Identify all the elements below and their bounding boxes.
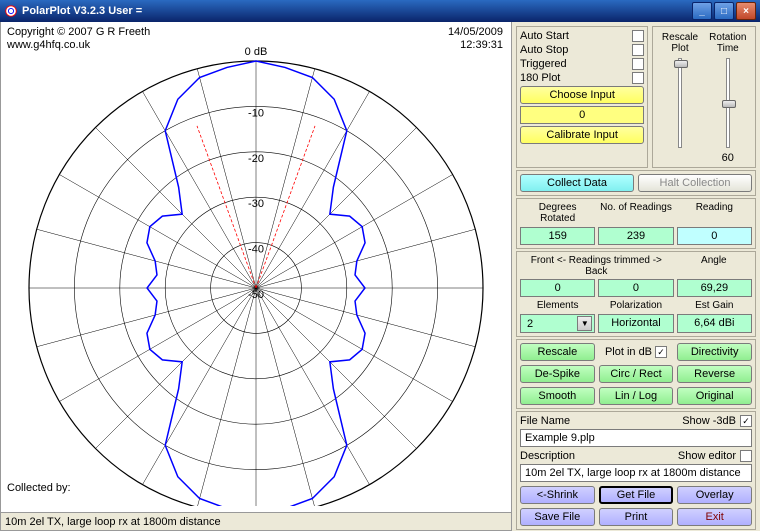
lin-log-button[interactable]: Lin / Log xyxy=(599,387,674,405)
save-file-button[interactable]: Save File xyxy=(520,508,595,526)
auto-stop-label: Auto Stop xyxy=(520,44,568,56)
app-icon xyxy=(4,4,18,18)
maximize-button[interactable]: □ xyxy=(714,2,734,20)
reverse-button[interactable]: Reverse xyxy=(677,365,752,383)
show-3db-checkbox[interactable]: ✓ xyxy=(740,415,752,427)
window-title: PolarPlot V3.2.3 User = xyxy=(22,5,692,17)
degrees-label: Degrees Rotated xyxy=(520,202,595,224)
overlay-button[interactable]: Overlay xyxy=(677,486,752,504)
rescale-slider[interactable]: Rescale Plot xyxy=(662,32,698,164)
description-label: Description xyxy=(520,450,575,462)
collected-by-label: Collected by: xyxy=(7,482,71,494)
180plot-checkbox[interactable] xyxy=(632,72,644,84)
plot-db-label: Plot in dB xyxy=(605,346,652,358)
minimize-button[interactable]: _ xyxy=(692,2,712,20)
control-panel: Auto Start Auto Stop Triggered 180 Plot … xyxy=(512,22,760,531)
print-button[interactable]: Print xyxy=(599,508,674,526)
smooth-button[interactable]: Smooth xyxy=(520,387,595,405)
polar-plot: -10-20-30-40-500 dB xyxy=(9,26,505,506)
back-trim-value: 0 xyxy=(598,279,673,297)
title-bar: PolarPlot V3.2.3 User = _ □ × xyxy=(0,0,760,22)
description-input[interactable] xyxy=(520,464,752,482)
triggered-label: Triggered xyxy=(520,58,567,70)
plot-area: Copyright © 2007 G R Freeth www.g4hfq.co… xyxy=(0,22,512,531)
180plot-label: 180 Plot xyxy=(520,72,560,84)
trim-label: Front <- Readings trimmed -> Back xyxy=(520,255,673,277)
reading-label: Reading xyxy=(677,202,752,224)
filename-input[interactable] xyxy=(520,429,752,447)
gain-label: Est Gain xyxy=(677,300,752,311)
directivity-button[interactable]: Directivity xyxy=(677,343,752,361)
exit-button[interactable]: Exit xyxy=(677,508,752,526)
calibrate-input-button[interactable]: Calibrate Input xyxy=(520,126,644,144)
elements-label: Elements xyxy=(520,300,595,311)
shrink-button[interactable]: <-Shrink xyxy=(520,486,595,504)
close-button[interactable]: × xyxy=(736,2,756,20)
num-readings-value: 239 xyxy=(598,227,673,245)
svg-text:0 dB: 0 dB xyxy=(245,46,268,58)
collect-data-button[interactable]: Collect Data xyxy=(520,174,634,192)
choose-input-button[interactable]: Choose Input xyxy=(520,86,644,104)
gain-value: 6,64 dBi xyxy=(677,314,752,333)
rescale-button[interactable]: Rescale xyxy=(520,343,595,361)
reading-value: 0 xyxy=(677,227,752,245)
filename-label: File Name xyxy=(520,415,570,427)
angle-value: 69,29 xyxy=(677,279,752,297)
halt-collection-button[interactable]: Halt Collection xyxy=(638,174,752,192)
auto-start-checkbox[interactable] xyxy=(632,30,644,42)
plot-db-checkbox[interactable]: ✓ xyxy=(655,346,667,358)
input-value: 0 xyxy=(520,106,644,124)
circ-rect-button[interactable]: Circ / Rect xyxy=(599,365,674,383)
status-bar: 10m 2el TX, large loop rx at 1800m dista… xyxy=(1,512,511,530)
rotation-slider[interactable]: Rotation Time 60 xyxy=(709,32,746,164)
degrees-value: 159 xyxy=(520,227,595,245)
show-3db-label: Show -3dB xyxy=(682,415,736,427)
show-editor-label: Show editor xyxy=(678,450,736,462)
front-trim-value: 0 xyxy=(520,279,595,297)
polarization-value: Horizontal xyxy=(598,314,673,333)
get-file-button[interactable]: Get File xyxy=(599,486,674,504)
original-button[interactable]: Original xyxy=(677,387,752,405)
despike-button[interactable]: De-Spike xyxy=(520,365,595,383)
chevron-down-icon: ▼ xyxy=(577,316,592,331)
show-editor-checkbox[interactable] xyxy=(740,450,752,462)
auto-start-label: Auto Start xyxy=(520,30,569,42)
angle-label: Angle xyxy=(676,255,752,277)
auto-stop-checkbox[interactable] xyxy=(632,44,644,56)
rotation-value: 60 xyxy=(722,152,734,164)
polarization-label: Polarization xyxy=(598,300,673,311)
elements-select[interactable]: 2▼ xyxy=(520,314,595,333)
triggered-checkbox[interactable] xyxy=(632,58,644,70)
num-readings-label: No. of Readings xyxy=(598,202,673,224)
